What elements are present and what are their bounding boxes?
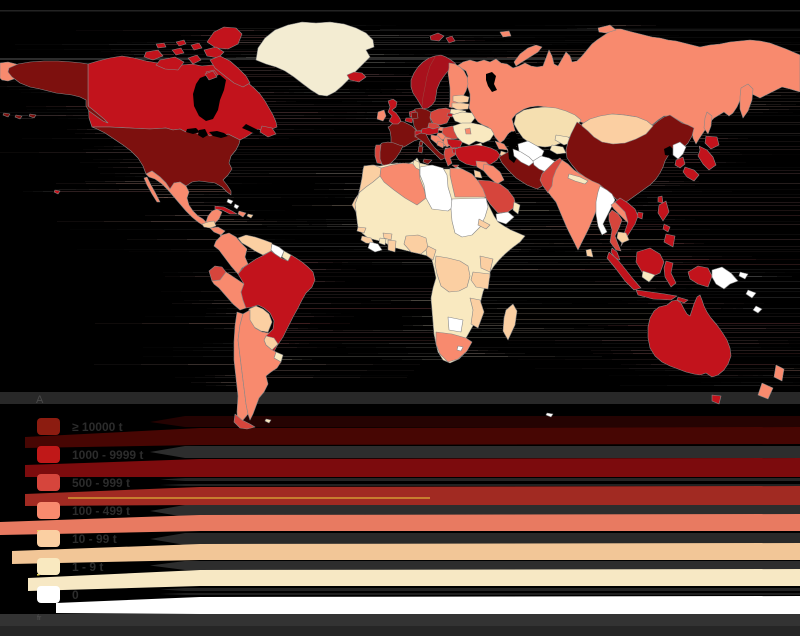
svg-text:A: A	[36, 394, 44, 406]
svg-text:100 - 499 t: 100 - 499 t	[72, 504, 130, 518]
svg-text:1000 - 9999 t: 1000 - 9999 t	[72, 448, 143, 462]
svg-text:fr: fr	[37, 615, 42, 622]
svg-text:10 - 99 t: 10 - 99 t	[72, 532, 117, 546]
svg-text:1 - 9 t: 1 - 9 t	[72, 560, 103, 574]
svg-text:≥ 10000 t: ≥ 10000 t	[72, 420, 123, 434]
svg-text:0: 0	[72, 588, 79, 602]
svg-text:500 - 999 t: 500 - 999 t	[72, 476, 130, 490]
